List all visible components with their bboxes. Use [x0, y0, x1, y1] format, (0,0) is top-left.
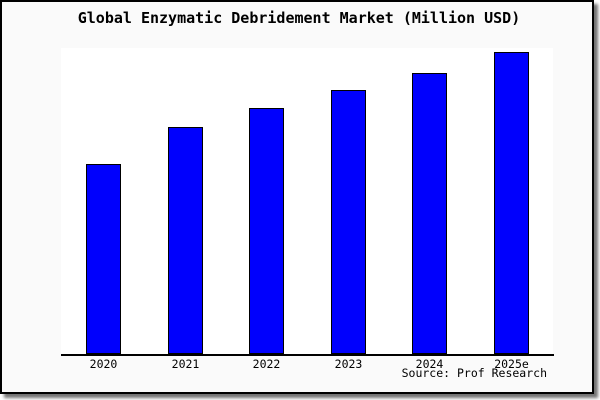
x-axis-line	[61, 354, 554, 356]
bar	[412, 73, 447, 354]
bar	[331, 90, 366, 354]
x-tick-label: 2023	[334, 357, 363, 371]
plot-area	[61, 48, 553, 354]
source-note: Source: Prof Research	[401, 366, 547, 380]
x-tick-label: 2024	[415, 357, 444, 371]
x-tick-label: 2022	[252, 357, 281, 371]
bar	[168, 127, 203, 354]
x-tick-label: 2021	[171, 357, 200, 371]
bar	[86, 164, 121, 354]
x-tick-label: 2020	[89, 357, 118, 371]
bar	[494, 52, 529, 354]
x-tick-label: 2025e	[494, 357, 529, 371]
bar	[249, 108, 284, 354]
chart-card: Global Enzymatic Debridement Market (Mil…	[0, 0, 594, 394]
x-axis-ticks: 2020 2021 2022 2023 2024 2025e	[2, 357, 600, 373]
chart-title: Global Enzymatic Debridement Market (Mil…	[77, 9, 521, 27]
